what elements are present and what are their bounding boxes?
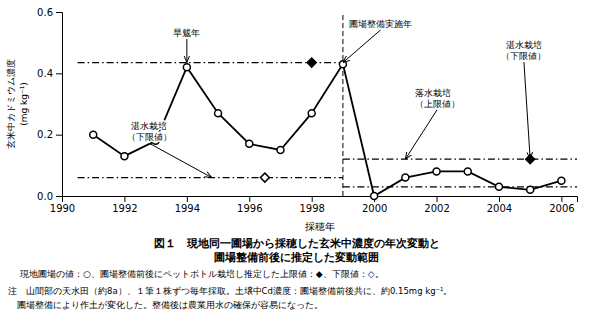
marker-open-circle: [246, 140, 253, 147]
x-tick-label: 2004: [487, 203, 512, 214]
x-tick-mark: [249, 196, 250, 202]
marker-open-circle: [183, 64, 190, 71]
x-tick-mark: [499, 196, 500, 202]
plot-area: [78, 12, 577, 200]
y-tick-mark: [56, 73, 62, 74]
annotation-text: 落水栽培（上限値）: [415, 88, 460, 109]
marker-open-circle: [527, 186, 534, 193]
annotation-line: （下限値）: [501, 51, 546, 61]
x-tick: 1990: [50, 196, 75, 214]
series-line: [343, 186, 577, 187]
annotation-text: 湛水栽培（下限値）: [501, 40, 546, 61]
x-tick-mark: [124, 196, 125, 202]
y-axis-title: 玄米中カドミウム濃度: [6, 59, 16, 149]
y-tick: 0.6: [37, 7, 62, 18]
x-tick: 1998: [299, 196, 324, 214]
x-tick-label: 1998: [299, 203, 324, 214]
series-line: [93, 64, 561, 196]
x-tick: 2002: [424, 196, 449, 214]
x-tick-label: 2006: [549, 203, 574, 214]
y-tick-label: 0.0: [37, 191, 53, 202]
y-tick-label: 0.4: [37, 68, 53, 79]
x-tick-label: 1990: [50, 203, 75, 214]
annotation-arrow: [186, 39, 187, 63]
note: 圃場整備により作土が変化した。整備後は農業用水の確保が容易になった。: [8, 300, 323, 310]
marker-open-circle: [371, 193, 378, 200]
annotation-line: 旱魃年: [173, 28, 200, 38]
y-tick-label: 0.6: [37, 7, 53, 18]
annotation-line: 湛水栽培: [506, 40, 542, 50]
annotation-line: 落水栽培: [415, 88, 451, 98]
annotation-line: 湛水栽培: [131, 121, 167, 131]
y-axis-line: [56, 13, 63, 197]
marker-open-circle: [339, 61, 346, 68]
y-tick-mark: [56, 135, 62, 136]
y-axis-title: (mg kg⁻¹): [19, 82, 29, 126]
marker-open-circle: [308, 110, 315, 117]
series-line: [78, 62, 343, 63]
x-tick-mark: [437, 196, 438, 202]
annotation-text: 圃場整備実施年: [349, 19, 412, 29]
annotation-line: 圃場整備実施年: [349, 19, 412, 29]
x-tick-label: 1996: [237, 203, 262, 214]
annotations: 旱魃年圃場整備実施年湛水栽培（下限値）落水栽培（上限値）湛水栽培（下限値）: [127, 19, 547, 178]
chart: 1990199219941996199820002002200420060.00…: [0, 0, 593, 323]
x-axis-line: [63, 197, 578, 203]
series-line: [343, 159, 577, 160]
y-tick: 0.4: [37, 68, 62, 79]
marker-open-circle: [277, 147, 284, 154]
marker-open-circle: [495, 183, 502, 190]
x-tick-mark: [561, 196, 562, 202]
x-axis-title: 採穂年: [305, 221, 335, 232]
vertical-line: [342, 12, 343, 196]
x-tick: 2006: [549, 196, 574, 214]
y-tick: 0.2: [37, 129, 62, 140]
x-tick-label: 1994: [175, 203, 200, 214]
x-tick: 1992: [112, 196, 137, 214]
annotation-line: （上限値）: [415, 99, 460, 109]
x-tick: 2004: [487, 196, 512, 214]
annotation-arrow: [343, 30, 381, 63]
marker-open-circle: [215, 110, 222, 117]
y-tick: 0.0: [37, 191, 62, 202]
y-tick-label: 0.2: [37, 129, 53, 140]
subtitle: 圃場整備前後に推定した変動範囲: [214, 251, 379, 264]
x-tick-label: 1992: [112, 203, 137, 214]
title: 図１ 現地同一圃場から採穂した玄米中濃度の年次変動と: [154, 237, 440, 250]
annotation-text: 旱魃年: [173, 28, 200, 38]
marker-diamond: [307, 58, 316, 67]
x-tick: 1994: [175, 196, 200, 214]
annotation-arrow: [524, 62, 530, 159]
y-tick-mark: [56, 12, 62, 13]
annotation-line: （下限値）: [127, 132, 172, 142]
y-tick-mark: [56, 196, 62, 197]
x-tick-mark: [187, 196, 188, 202]
x-tick: 1996: [237, 196, 262, 214]
marker-open-circle: [558, 177, 565, 184]
x-axis: 1990 1992 1994 1996 1998 2000 2002 2004 2006: [50, 196, 578, 214]
marker-open-circle: [464, 168, 471, 175]
y-axis: 0.0 0.2 0.4 0.6: [37, 7, 62, 202]
marker-open-circle: [433, 168, 440, 175]
x-tick-label: 2002: [424, 203, 449, 214]
annotation-text: 湛水栽培（下限値）: [127, 121, 172, 142]
annotation-arrow: [405, 110, 437, 160]
marker-open-diamond: [260, 173, 269, 182]
caption: 現地圃場の値：○、圃場整備前後にペットボトル栽培し推定した上限値：◆、下限値：◇…: [20, 269, 384, 279]
marker-open-circle: [121, 153, 128, 160]
marker-open-circle: [90, 131, 97, 138]
annotation-arrow: [149, 143, 211, 177]
note: 注 山間部の天水田（約8a）、１筆１株ずつ毎年採取。土壌中Cd濃度：圃場整備前後…: [8, 286, 452, 296]
marker-open-circle: [402, 174, 409, 181]
x-tick-label: 2000: [362, 203, 387, 214]
x-tick-mark: [312, 196, 313, 202]
